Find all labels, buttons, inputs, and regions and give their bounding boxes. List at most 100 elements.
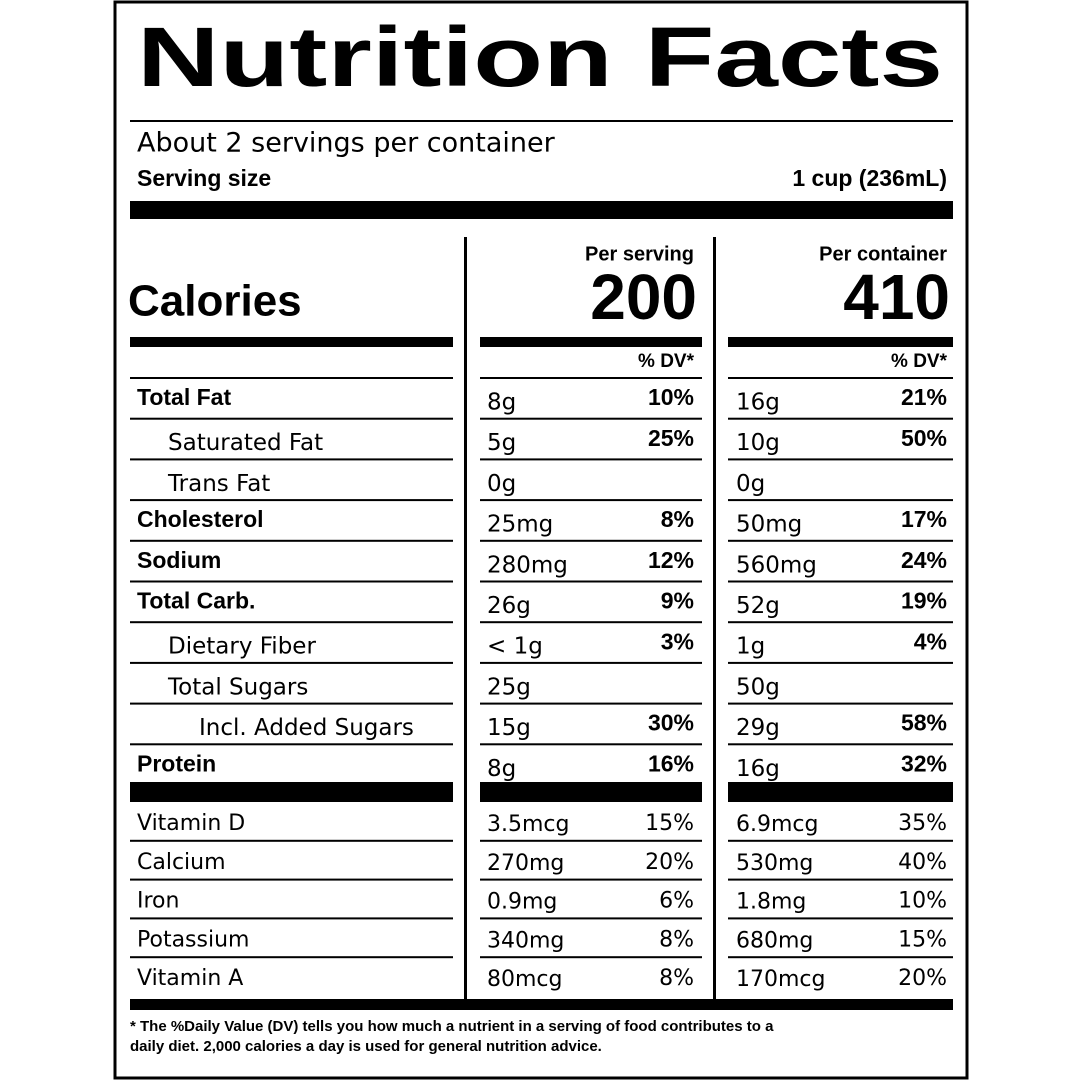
serving-size-value: 1 cup (236mL) <box>792 165 947 191</box>
rule <box>130 377 453 379</box>
daily-value: 19% <box>901 588 947 614</box>
column-header: Per container <box>819 243 947 265</box>
rule <box>130 621 453 624</box>
rule <box>130 956 453 959</box>
daily-value: 21% <box>901 384 947 410</box>
rule <box>130 120 953 122</box>
rule <box>480 956 702 959</box>
rule <box>728 878 953 881</box>
daily-value: 20% <box>898 966 947 991</box>
thick-bar <box>480 337 702 347</box>
amount: 26g <box>487 593 531 619</box>
thick-bar <box>728 337 953 347</box>
daily-value: 8% <box>659 927 694 952</box>
nutrient-name: Total Sugars <box>167 674 308 700</box>
amount: 25g <box>487 674 531 700</box>
rule <box>728 417 953 420</box>
rule <box>130 878 453 881</box>
footnote: * The %Daily Value (DV) tells you how mu… <box>130 1018 774 1035</box>
amount: 680mg <box>736 928 813 953</box>
amount: 16g <box>736 756 780 782</box>
nutrient-name: Dietary Fiber <box>168 634 316 660</box>
amount: 50g <box>736 674 780 700</box>
amount: 0.9mg <box>487 890 557 915</box>
daily-value: 50% <box>901 425 947 451</box>
rule <box>728 839 953 842</box>
rule <box>728 702 953 705</box>
rule <box>130 661 453 664</box>
amount: 6.9mcg <box>736 812 818 837</box>
rule <box>130 417 453 420</box>
thick-bar <box>130 201 953 219</box>
rule <box>480 743 702 746</box>
rule <box>480 377 702 379</box>
daily-value: 17% <box>901 506 947 532</box>
daily-value: 9% <box>661 588 694 614</box>
daily-value: 8% <box>661 506 694 532</box>
amount: 16g <box>736 390 780 416</box>
nutrient-name: Cholesterol <box>137 506 264 532</box>
daily-value: 12% <box>648 547 694 573</box>
rule <box>728 621 953 624</box>
thick-bar <box>130 999 953 1010</box>
dv-header: % DV* <box>638 351 695 372</box>
amount: 50mg <box>736 512 802 538</box>
daily-value: 16% <box>648 750 694 776</box>
rule <box>480 499 702 502</box>
rule <box>728 539 953 542</box>
amount: 560mg <box>736 552 817 578</box>
nutrient-name: Trans Fat <box>167 471 270 497</box>
daily-value: 15% <box>898 927 947 952</box>
nutrient-name: Sodium <box>137 547 221 573</box>
amount: 170mcg <box>736 967 825 992</box>
daily-value: 20% <box>645 850 694 875</box>
rule <box>480 417 702 420</box>
rule <box>480 458 702 461</box>
rule <box>728 956 953 959</box>
amount: 5g <box>487 430 516 456</box>
column-header: Per serving <box>585 243 694 265</box>
amount: 1g <box>736 634 765 660</box>
rule <box>728 377 953 379</box>
rule <box>130 458 453 461</box>
amount: 8g <box>487 756 516 782</box>
thick-bar <box>728 782 953 802</box>
footnote: daily diet. 2,000 calories a day is used… <box>130 1038 602 1055</box>
title: Nutrition Facts <box>137 10 943 104</box>
vitamin-name: Iron <box>137 889 179 914</box>
rule <box>480 839 702 842</box>
vitamin-name: Calcium <box>137 850 226 875</box>
servings: About 2 servings per container <box>137 128 556 159</box>
rule <box>130 839 453 842</box>
amount: 3.5mcg <box>487 812 569 837</box>
rule <box>728 458 953 461</box>
daily-value: 10% <box>898 889 947 914</box>
column-divider <box>713 237 716 1001</box>
amount: 10g <box>736 430 780 456</box>
amount: 340mg <box>487 928 564 953</box>
serving-size-label: Serving size <box>137 165 271 191</box>
daily-value: 35% <box>898 811 947 836</box>
daily-value: 10% <box>648 384 694 410</box>
rule <box>480 702 702 705</box>
daily-value: 25% <box>648 425 694 451</box>
daily-value: 6% <box>659 889 694 914</box>
daily-value: 15% <box>645 811 694 836</box>
nutrient-name: Total Fat <box>137 384 231 410</box>
amount: 530mg <box>736 851 813 876</box>
calories-value: 410 <box>843 261 950 333</box>
thick-bar <box>480 782 702 802</box>
rule <box>130 539 453 542</box>
daily-value: 40% <box>898 850 947 875</box>
amount: 0g <box>736 471 765 497</box>
vitamin-name: Potassium <box>137 927 249 952</box>
calories-value: 200 <box>590 261 697 333</box>
daily-value: 24% <box>901 547 947 573</box>
daily-value: 4% <box>914 628 947 654</box>
rule <box>728 743 953 746</box>
amount: 29g <box>736 715 780 741</box>
nutrient-name: Total Carb. <box>137 588 255 614</box>
rule <box>728 580 953 583</box>
thick-bar <box>130 782 453 802</box>
amount: 80mcg <box>487 967 563 992</box>
